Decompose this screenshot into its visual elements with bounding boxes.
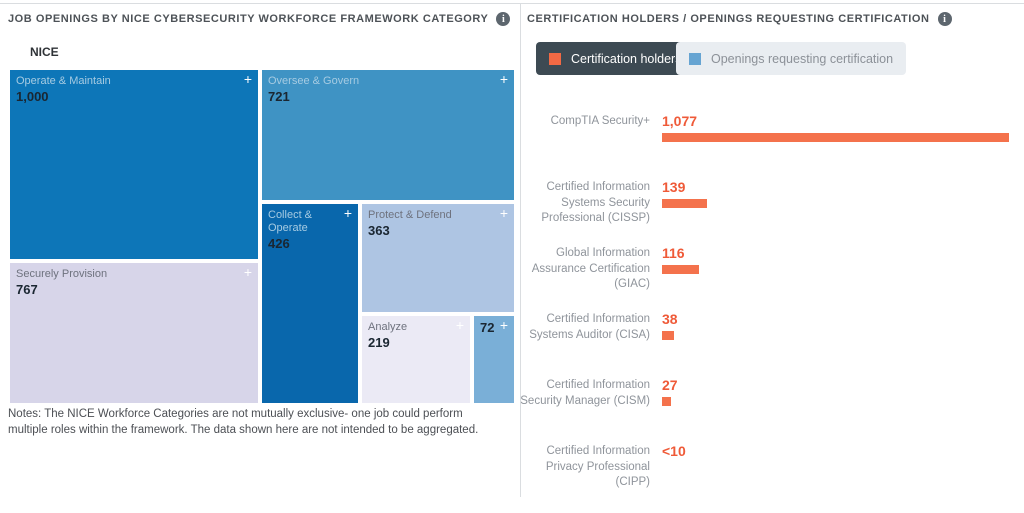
expand-icon[interactable]: +	[455, 317, 464, 333]
nice-treemap: + Operate & Maintain 1,000 + Oversee & G…	[10, 70, 514, 403]
treemap-cell-analyze[interactable]: + Analyze 219	[362, 316, 470, 403]
treemap-cell-value: 767	[16, 282, 38, 297]
treemap-cell-value: 72	[480, 320, 495, 335]
bar-category-label: Certified Information Systems Auditor (C…	[529, 313, 650, 341]
treemap-cell-label: Collect & Operate	[268, 209, 313, 234]
treemap-cell-label: Operate & Maintain	[16, 75, 111, 87]
legend-label: Openings requesting certification	[711, 51, 894, 66]
legend-certification-holders[interactable]: Certification holders	[536, 42, 695, 75]
right-panel-title: CERTIFICATION HOLDERS / OPENINGS REQUEST…	[527, 13, 930, 25]
openings-requesting-swatch	[689, 52, 701, 65]
bar-value-label: 116	[662, 245, 685, 261]
expand-icon[interactable]: +	[499, 71, 508, 87]
expand-icon[interactable]: +	[499, 205, 508, 221]
bar-category-label: Certified Information Privacy Profession…	[545, 445, 650, 488]
treemap-cell-oversee-govern[interactable]: + Oversee & Govern 721	[262, 70, 514, 200]
treemap-cell-collect-operate[interactable]: + Collect & Operate 426	[262, 204, 358, 403]
legend-openings-requesting-certification[interactable]: Openings requesting certification	[676, 42, 907, 75]
bar-value-label: 139	[662, 179, 686, 195]
treemap-cell-protect-defend[interactable]: + Protect & Defend 363	[362, 204, 514, 312]
treemap-cell-value: 219	[368, 335, 390, 350]
right-title-row: CERTIFICATION HOLDERS / OPENINGS REQUEST…	[527, 12, 952, 26]
job-openings-panel: JOB OPENINGS BY NICE CYBERSECURITY WORKF…	[8, 12, 514, 436]
treemap-cell-72[interactable]: + 72	[474, 316, 514, 403]
bar-value-label: 38	[662, 311, 678, 327]
treemap-cell-operate-maintain[interactable]: + Operate & Maintain 1,000	[10, 70, 258, 259]
bar-value-label: 1,077	[662, 113, 698, 129]
cert-holders-bar[interactable]	[662, 265, 699, 274]
top-border	[0, 3, 1024, 4]
bar-value-label: <10	[662, 443, 686, 459]
expand-icon[interactable]: +	[499, 317, 508, 333]
cert-holders-bar[interactable]	[662, 133, 1009, 142]
bar-category-label: CompTIA Security+	[550, 115, 650, 127]
left-title-row: JOB OPENINGS BY NICE CYBERSECURITY WORKF…	[8, 12, 511, 26]
treemap-cell-label: Securely Provision	[16, 268, 108, 280]
treemap-cell-label: Analyze	[368, 321, 408, 333]
bar-category-label: Certified Information Security Manager (…	[520, 379, 650, 407]
cert-holders-bar[interactable]	[662, 397, 671, 406]
treemap-cell-label: Oversee & Govern	[268, 75, 360, 87]
legend-label: Certification holders	[571, 51, 682, 66]
certifications-panel: CERTIFICATION HOLDERS / OPENINGS REQUEST…	[520, 0, 1024, 513]
cert-holders-bar[interactable]	[662, 331, 674, 340]
treemap-cell-value: 363	[368, 223, 390, 238]
info-icon[interactable]: i	[937, 12, 952, 26]
bar-value-label: 27	[662, 377, 678, 393]
expand-icon[interactable]: +	[243, 264, 252, 280]
left-panel-title: JOB OPENINGS BY NICE CYBERSECURITY WORKF…	[8, 13, 489, 25]
treemap-group-label: NICE	[30, 45, 59, 59]
bar-category-label: Global Information Assurance Certificati…	[531, 247, 650, 290]
treemap-cell-value: 721	[268, 89, 290, 104]
notes-text: Notes: The NICE Workforce Categories are…	[8, 408, 479, 436]
expand-icon[interactable]: +	[343, 205, 352, 221]
treemap-cell-value: 1,000	[16, 89, 49, 104]
certification-holders-swatch	[549, 52, 561, 65]
treemap-cell-label: Protect & Defend	[368, 209, 452, 221]
panel-divider	[520, 4, 521, 497]
cert-holders-bar[interactable]	[662, 199, 707, 208]
bar-category-label: Certified Information Systems Security P…	[541, 181, 650, 224]
expand-icon[interactable]: +	[243, 71, 252, 87]
info-icon[interactable]: i	[496, 12, 511, 26]
treemap-cell-value: 426	[268, 236, 290, 251]
treemap-cell-securely-provision[interactable]: + Securely Provision 767	[10, 263, 258, 403]
